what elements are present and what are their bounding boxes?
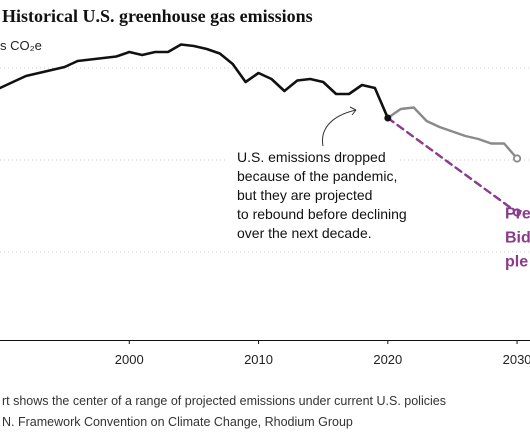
- projected-end-marker: [512, 154, 522, 163]
- projected-line: [386, 106, 519, 160]
- arrow-icon: [349, 106, 357, 116]
- pledge-label: Bid: [505, 230, 530, 247]
- annotation-line: over the next decade.: [237, 225, 372, 241]
- x-tick-label: 2000: [115, 352, 144, 367]
- annotation-arrow: [321, 109, 357, 147]
- x-tick-label: 2020: [373, 352, 402, 367]
- series-lines: [0, 43, 522, 217]
- x-axis: 2000 2010 2020 2030: [0, 340, 530, 367]
- gridlines: [0, 67, 530, 253]
- x-tick-label: 2030: [503, 352, 530, 367]
- pledge-line: [386, 116, 519, 214]
- chart-title: Historical U.S. greenhouse gas emissions: [2, 6, 313, 26]
- pandemic-point: [384, 114, 392, 122]
- footnote-line-1: rt shows the center of a range of projec…: [2, 394, 446, 408]
- pledge-end-marker: [512, 208, 522, 217]
- annotation: U.S. emissions dropped because of the pan…: [237, 106, 407, 241]
- y-unit-label: s CO₂e: [0, 38, 42, 53]
- series-labels: ProPreBidple: [505, 152, 530, 271]
- annotation-line: to rebound before declining: [237, 206, 407, 222]
- x-tick-label: 2010: [244, 352, 273, 367]
- pledge-label: Pre: [505, 206, 530, 223]
- annotation-line: but they are projected: [237, 187, 372, 203]
- annotation-line: U.S. emissions dropped: [237, 149, 386, 165]
- pledge-label: ple: [505, 254, 528, 271]
- annotation-line: because of the pandemic,: [237, 168, 397, 184]
- footnote-line-2: N. Framework Convention on Climate Chang…: [2, 415, 353, 429]
- historical-line: [0, 43, 390, 120]
